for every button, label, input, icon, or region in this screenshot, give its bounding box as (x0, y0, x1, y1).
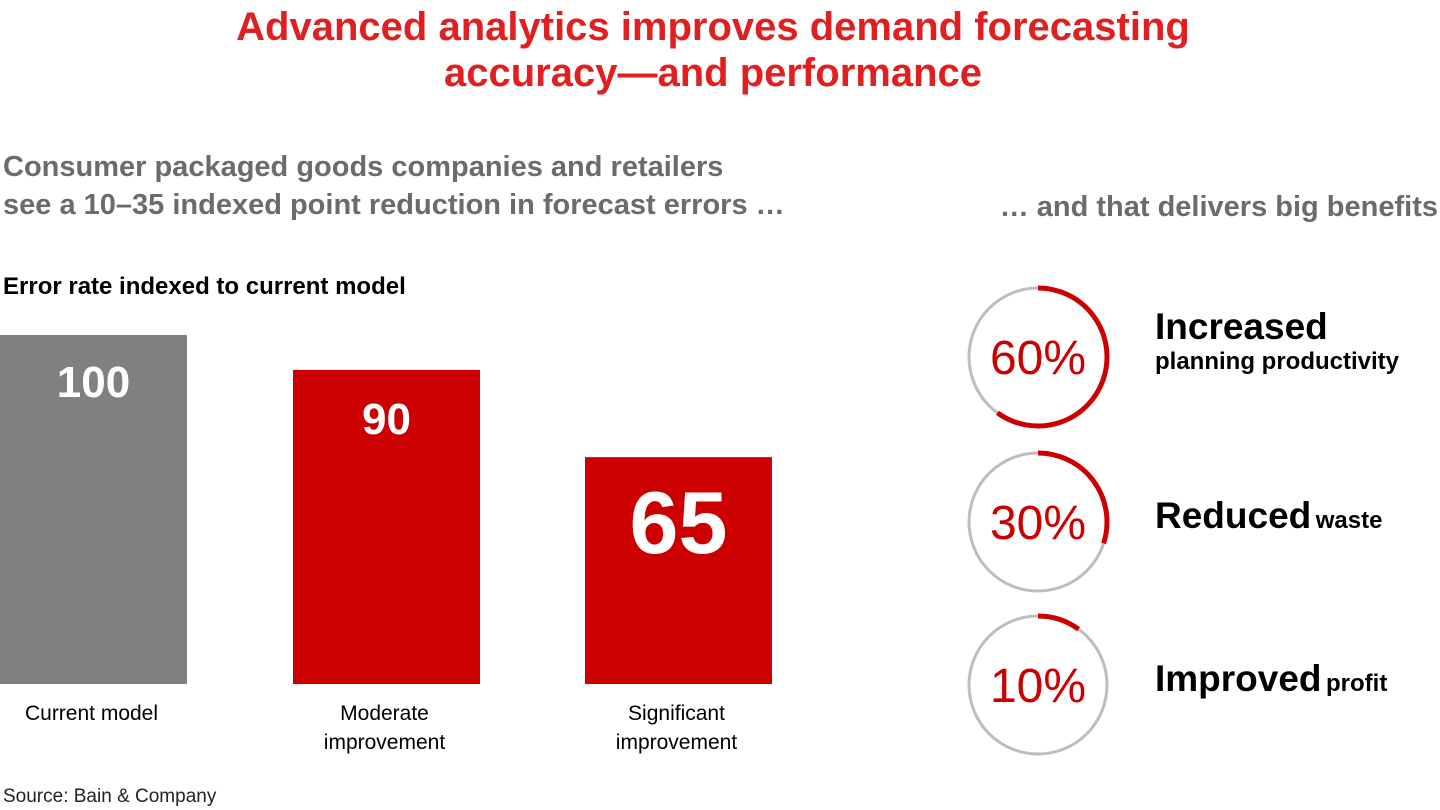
benefit-profit: 10% Improved profit (966, 610, 1440, 760)
bar-2 (293, 369, 480, 684)
category-label: Current model (25, 702, 158, 725)
bar-1 (0, 335, 187, 684)
title-line-2: accuracy—and performance (443, 51, 982, 95)
category-label: Moderate (340, 702, 429, 725)
bar-value-label: 65 (630, 473, 728, 572)
right-subtitle: … and that delivers big benefits (999, 191, 1438, 223)
bar-3 (585, 457, 772, 684)
benefit-detail-label: waste (1315, 507, 1383, 534)
benefit-bold-label: Improved (1155, 658, 1322, 699)
benefit-percent: 10% (989, 660, 1087, 713)
ring-arc (1037, 613, 1081, 632)
benefit-productivity: 60% Increased planning productivity (966, 282, 1440, 432)
benefit-waste: 30% Reduced waste (966, 447, 1440, 597)
category-label: improvement (324, 731, 446, 754)
source-note: Source: Bain & Company (3, 786, 217, 807)
left-subtitle: Consumer packaged goods companies and re… (3, 148, 923, 224)
ring-gauge-profit (967, 613, 1109, 756)
benefit-percent: 30% (989, 497, 1087, 550)
bar-value-label: 100 (57, 358, 130, 407)
ring-gauge-productivity (967, 285, 1110, 429)
benefit-description: Reduced waste (1155, 495, 1382, 537)
benefit-bold-label: Reduced (1155, 495, 1312, 536)
bar-chart: 100 Current model 90 Moderate improvement 65 S… (0, 335, 772, 754)
title-line-1: Advanced analytics improves demand forec… (236, 5, 1190, 49)
left-subtitle-line-2: see a 10–35 indexed point reduction in f… (3, 189, 785, 221)
benefit-bold-label: Increased (1155, 306, 1328, 347)
benefit-description: Improved profit (1155, 658, 1387, 700)
ring-arc (1037, 450, 1110, 545)
benefit-detail-label: planning productivity (1155, 348, 1399, 375)
benefit-detail-label: profit (1326, 670, 1388, 697)
page-title: Advanced analytics improves demand forec… (0, 4, 1426, 96)
benefit-percent: 60% (989, 332, 1087, 385)
benefit-description: Increased planning productivity (1155, 306, 1399, 376)
bar-value-label: 90 (362, 395, 411, 444)
ring-arc (995, 285, 1110, 429)
left-subtitle-line-1: Consumer packaged goods companies and re… (3, 151, 724, 183)
axis-caption: Error rate indexed to current model (3, 273, 406, 300)
category-label: Significant (628, 702, 725, 725)
category-label: improvement (616, 731, 738, 754)
ring-gauge-waste (967, 450, 1110, 593)
